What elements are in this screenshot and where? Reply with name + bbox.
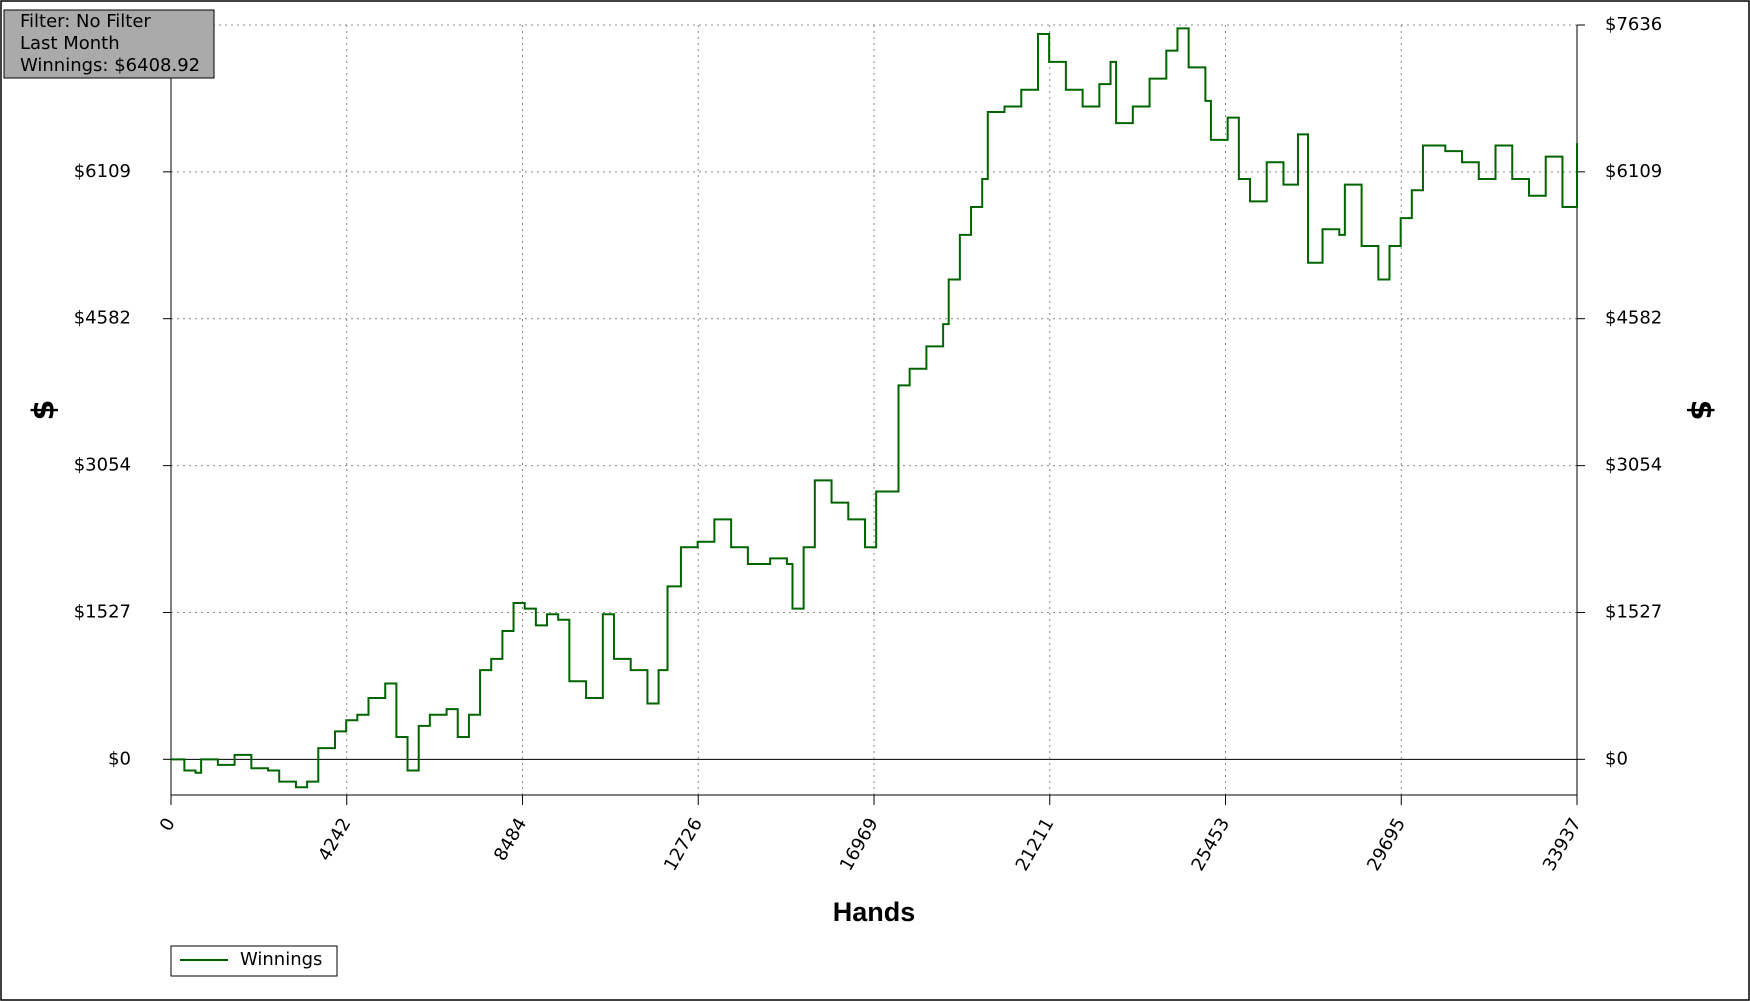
x-axis-title: Hands bbox=[833, 897, 916, 927]
y2-tick-label: $7636 bbox=[1605, 14, 1662, 35]
line-series bbox=[171, 27, 1578, 789]
y-tick-label: $6109 bbox=[74, 161, 131, 182]
y2-axis-title: $ bbox=[1684, 400, 1719, 421]
legend-label: Winnings bbox=[240, 949, 322, 970]
y-tick-label: $4582 bbox=[74, 308, 131, 329]
info-line: Filter: No Filter bbox=[20, 11, 151, 32]
y2-tick-label: $0 bbox=[1605, 748, 1628, 769]
info-line: Last Month bbox=[20, 33, 120, 54]
y-tick-label: $3054 bbox=[74, 455, 131, 476]
y2-tick-label: $1527 bbox=[1605, 601, 1662, 622]
y-tick-label: $0 bbox=[108, 748, 131, 769]
y-axis-title: $ bbox=[27, 400, 62, 421]
y2-tick-label: $3054 bbox=[1605, 455, 1662, 476]
y-tick-label: $1527 bbox=[74, 601, 131, 622]
info-box bbox=[3, 9, 215, 79]
y2-tick-label: $4582 bbox=[1605, 308, 1662, 329]
y2-tick-label: $6109 bbox=[1605, 161, 1662, 182]
info-line: Winnings: $6408.92 bbox=[20, 55, 200, 76]
